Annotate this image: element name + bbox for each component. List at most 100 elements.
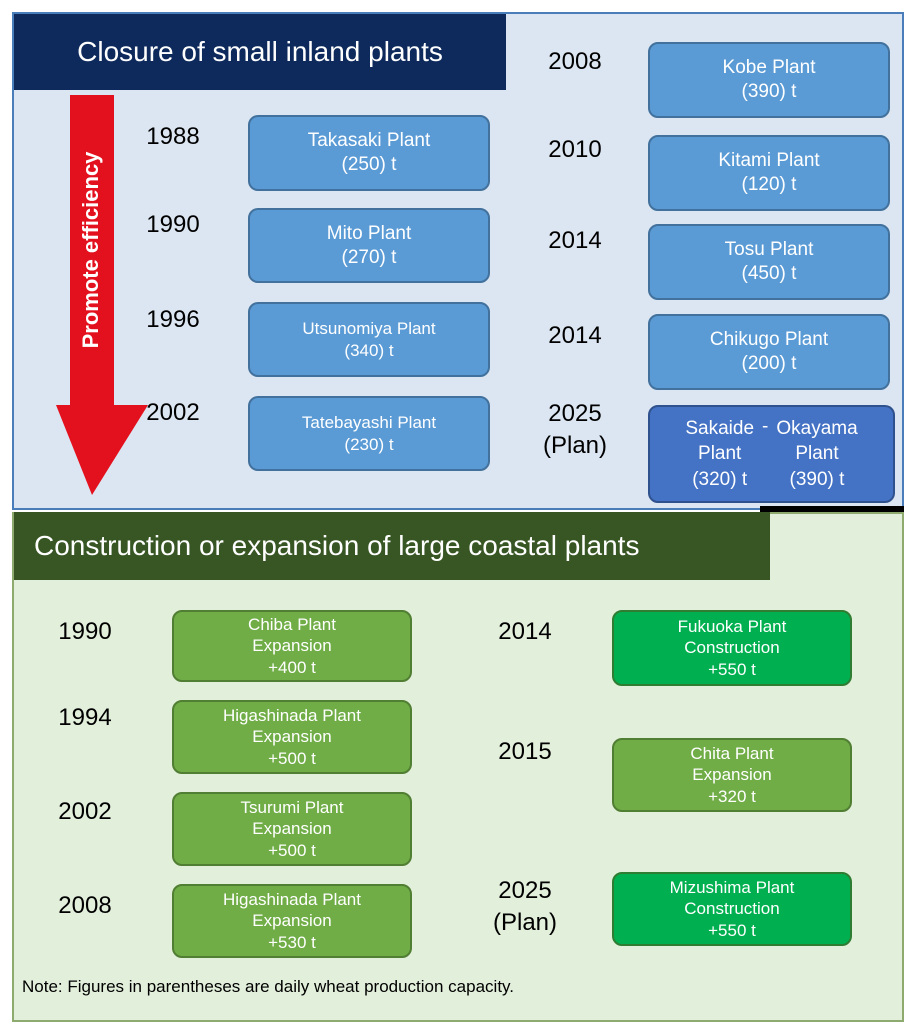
- plant-box: Chita Plant Expansion +320 t: [612, 738, 852, 812]
- box-line: Expansion: [252, 636, 332, 656]
- box-line: Expansion: [252, 727, 332, 747]
- box-line: (250) t: [341, 154, 397, 175]
- box-line: Chita Plant: [690, 744, 774, 764]
- box-line: +400 t: [268, 657, 316, 677]
- box-line: +530 t: [268, 932, 316, 952]
- year: 2008: [530, 46, 620, 78]
- year-text: 1990: [58, 618, 112, 645]
- box-line: Expansion: [692, 765, 772, 785]
- note: Note: Figures in parentheses are daily w…: [22, 977, 515, 996]
- box-line: (320) t: [692, 468, 748, 490]
- box-line: (450) t: [741, 263, 797, 284]
- box-line: Expansion: [252, 911, 332, 931]
- year-text: 2015: [498, 738, 552, 765]
- year: 1990: [40, 616, 130, 648]
- box-line: Chiba Plant: [248, 615, 336, 635]
- arrow: Promote efficiency: [56, 95, 148, 495]
- plant-box: Sakaide Plant (320) t - Okayama Plant (390) t: [648, 405, 895, 503]
- box-line: +550 t: [708, 920, 756, 940]
- box-line: (230) t: [344, 434, 394, 454]
- box-line: Chikugo Plant: [709, 329, 829, 351]
- year: 1996: [128, 304, 218, 336]
- plant-box: Kitami Plant (120) t: [648, 135, 890, 211]
- plant-box: Fukuoka Plant Construction +550 t: [612, 610, 852, 686]
- plant-box: Mizushima Plant Construction +550 t: [612, 872, 852, 946]
- box-line: Construction: [684, 899, 780, 919]
- year: 1994: [40, 702, 130, 734]
- year-text: 2002: [58, 798, 112, 825]
- box-line: (200) t: [741, 353, 797, 374]
- box-line: Mito Plant: [326, 222, 412, 244]
- year-text: 2002: [146, 399, 200, 426]
- box-line: (390) t: [741, 81, 797, 102]
- year-text: 2008: [548, 48, 602, 75]
- year-text: 1988: [146, 123, 200, 150]
- year: 2002: [40, 796, 130, 828]
- year: 2008: [40, 890, 130, 922]
- box-line: (120) t: [741, 174, 797, 195]
- box-line: Higashinada Plant: [223, 890, 361, 910]
- plant-column: Sakaide Plant (320) t: [685, 416, 754, 493]
- box-line: Plant: [698, 443, 742, 465]
- year-text: (Plan): [542, 432, 608, 459]
- year-text: 1994: [58, 704, 112, 731]
- box-line: Kobe Plant: [722, 57, 816, 79]
- box-line: Tosu Plant: [724, 239, 814, 261]
- year-text: 1990: [146, 211, 200, 238]
- box-line: (390) t: [789, 468, 845, 490]
- plant-box: Chikugo Plant (200) t: [648, 314, 890, 390]
- box-line: Mizushima Plant: [669, 878, 795, 898]
- arrow-label: Promote efficiency: [78, 151, 103, 349]
- box-line: Sakaide: [685, 417, 755, 439]
- year-text: 2008: [58, 892, 112, 919]
- box-line: (270) t: [341, 246, 397, 268]
- box-line: Higashinada Plant: [223, 706, 361, 726]
- plant-box: Tsurumi Plant Expansion +500 t: [172, 792, 412, 866]
- year-text: 1996: [146, 306, 200, 333]
- year: 2025 (Plan): [480, 875, 570, 939]
- box-line: (340) t: [344, 340, 394, 360]
- year: 2025 (Plan): [530, 398, 620, 462]
- year-text: 2014: [498, 618, 552, 645]
- box-line: +500 t: [268, 748, 316, 768]
- year-text: 2025: [548, 400, 602, 427]
- separator: -: [762, 416, 769, 437]
- plant-box: Higashinada Plant Expansion +500 t: [172, 700, 412, 774]
- box-line: Takasaki Plant: [307, 130, 431, 152]
- year: 2015: [480, 736, 570, 768]
- box-line: +550 t: [708, 659, 756, 679]
- plant-box: Utsunomiya Plant (340) t: [248, 302, 490, 377]
- year-text: 2025: [498, 877, 552, 904]
- year: 1990: [128, 209, 218, 241]
- plant-box: Mito Plant (270) t: [248, 208, 490, 283]
- plant-box: Tosu Plant (450) t: [648, 224, 890, 300]
- box-line: Tsurumi Plant: [240, 798, 344, 818]
- box-line: Plant: [795, 443, 839, 465]
- box-line: Kitami Plant: [718, 150, 820, 172]
- plant-box: Takasaki Plant (250) t: [248, 115, 490, 191]
- box-line: Utsunomiya Plant: [302, 319, 436, 339]
- box-line: Expansion: [252, 819, 332, 839]
- year-text: 2014: [548, 322, 602, 349]
- top-title: Closure of small inland plants: [14, 14, 506, 90]
- arrow-shape: [56, 95, 148, 495]
- year: 2010: [530, 134, 620, 166]
- year: 2014: [530, 225, 620, 257]
- plant-box: Chiba Plant Expansion +400 t: [172, 610, 412, 682]
- box-line: Construction: [684, 638, 780, 658]
- year-text: 2014: [548, 227, 602, 254]
- year: 1988: [128, 121, 218, 153]
- year: 2014: [530, 320, 620, 352]
- year-text: (Plan): [492, 909, 558, 936]
- year: 2002: [128, 397, 218, 429]
- box-line: Fukuoka Plant: [677, 617, 787, 637]
- year: 2014: [480, 616, 570, 648]
- box-line: +320 t: [708, 786, 756, 806]
- plant-box: Tatebayashi Plant (230) t: [248, 396, 490, 471]
- plant-box: Higashinada Plant Expansion +530 t: [172, 884, 412, 958]
- box-line: Okayama: [776, 417, 858, 439]
- plant-box: Kobe Plant (390) t: [648, 42, 890, 118]
- box-line: Tatebayashi Plant: [301, 413, 437, 433]
- shadow-line: [760, 506, 904, 512]
